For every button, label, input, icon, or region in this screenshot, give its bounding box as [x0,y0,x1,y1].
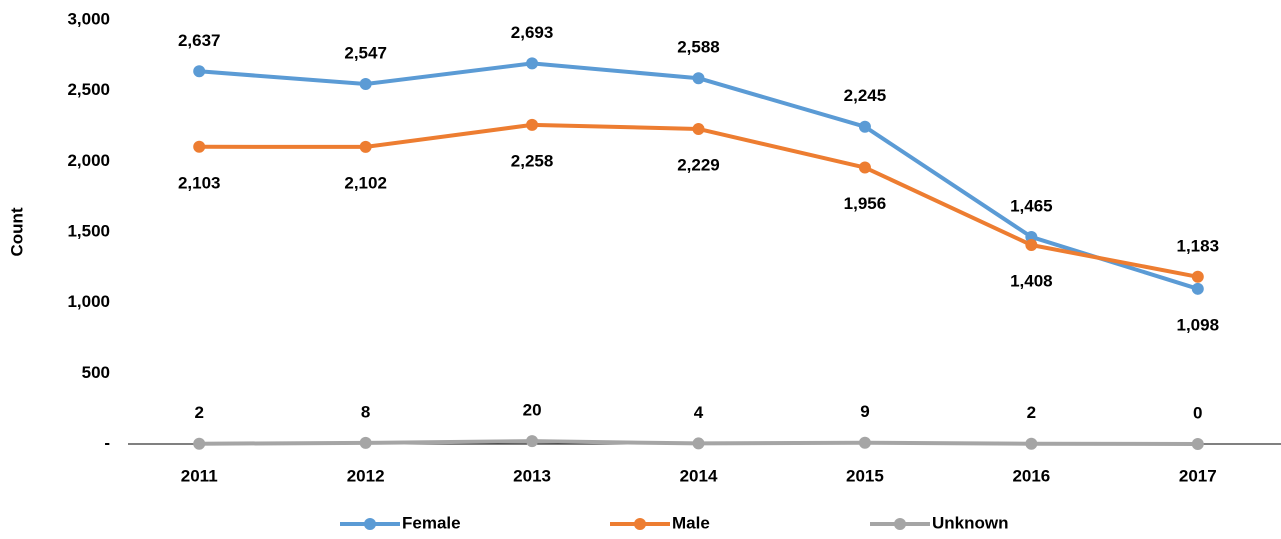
data-label: 20 [523,401,542,420]
x-tick-label: 2013 [513,466,551,485]
x-tick-label: 2016 [1012,466,1050,485]
y-tick-label: 2,000 [67,151,110,170]
data-point [692,122,705,135]
data-label: 2,588 [677,38,720,57]
legend-label: Unknown [932,513,1009,532]
data-point [692,437,705,450]
data-point [858,436,871,449]
data-label: 2 [194,403,203,422]
data-point [526,57,539,70]
data-label: 2,637 [178,31,221,50]
y-axis-label: Count [7,207,26,256]
data-label: 1,098 [1177,315,1220,334]
y-tick-label: 3,000 [67,9,110,28]
x-tick-label: 2015 [846,466,884,485]
data-label: 2,245 [844,86,887,105]
data-label: 2,693 [511,23,554,42]
data-label: 9 [860,402,869,421]
data-point [359,140,372,153]
x-tick-label: 2017 [1179,466,1217,485]
data-label: 1,408 [1010,271,1053,290]
data-point [359,78,372,91]
data-point [1025,239,1038,252]
data-label: 4 [694,403,704,422]
data-label: 0 [1193,403,1202,422]
data-label: 2,258 [511,151,554,170]
y-tick-label: 500 [82,363,110,382]
data-label: 1,956 [844,194,887,213]
x-tick-label: 2012 [347,466,385,485]
legend-label: Female [402,513,461,532]
data-point [526,435,539,448]
data-point [193,140,206,153]
data-label: 1,465 [1010,196,1053,215]
legend-marker [364,518,376,530]
data-label: 2 [1027,403,1036,422]
data-label: 8 [361,402,370,421]
y-tick-label: 1,000 [67,292,110,311]
data-point [359,436,372,449]
x-tick-label: 2014 [680,466,718,485]
y-tick-label: 1,500 [67,221,110,240]
data-point [526,118,539,131]
data-point [858,120,871,133]
data-label: 2,547 [344,44,387,63]
legend-label: Male [672,513,710,532]
y-tick-label: - [104,433,110,452]
y-tick-label: 2,500 [67,80,110,99]
legend-marker [634,518,646,530]
x-tick-label: 2011 [181,466,218,485]
data-point [1191,438,1204,450]
legend-marker [894,518,906,530]
data-label: 1,183 [1177,236,1220,255]
data-point [1025,437,1038,450]
data-label: 2,102 [344,173,387,192]
data-label: 2,229 [677,155,720,174]
data-point [858,161,871,174]
data-label: 2,103 [178,173,221,192]
data-point [193,437,206,450]
data-point [1191,282,1204,295]
data-point [193,65,206,78]
data-point [1191,270,1204,283]
data-point [692,72,705,85]
